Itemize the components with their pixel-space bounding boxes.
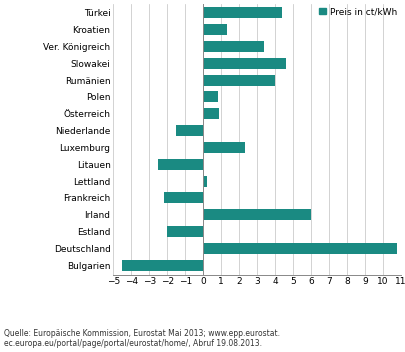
Bar bbox=[176, 125, 203, 136]
Bar bbox=[203, 7, 282, 18]
Bar bbox=[122, 260, 203, 271]
Bar bbox=[203, 142, 245, 153]
Bar bbox=[203, 24, 227, 35]
Bar bbox=[203, 108, 220, 119]
Bar bbox=[203, 41, 264, 52]
Bar bbox=[158, 159, 203, 170]
Bar bbox=[164, 193, 203, 203]
Bar bbox=[203, 209, 311, 220]
Bar bbox=[167, 226, 203, 237]
Legend: Preis in ct/kWh: Preis in ct/kWh bbox=[318, 5, 399, 18]
Text: Quelle: Europäische Kommission, Eurostat Mai 2013; www.epp.eurostat.
ec.europa.e: Quelle: Europäische Kommission, Eurostat… bbox=[4, 329, 280, 348]
Bar bbox=[203, 75, 275, 86]
Bar bbox=[203, 243, 397, 254]
Bar bbox=[203, 176, 207, 187]
Bar bbox=[203, 58, 286, 69]
Bar bbox=[203, 92, 217, 102]
